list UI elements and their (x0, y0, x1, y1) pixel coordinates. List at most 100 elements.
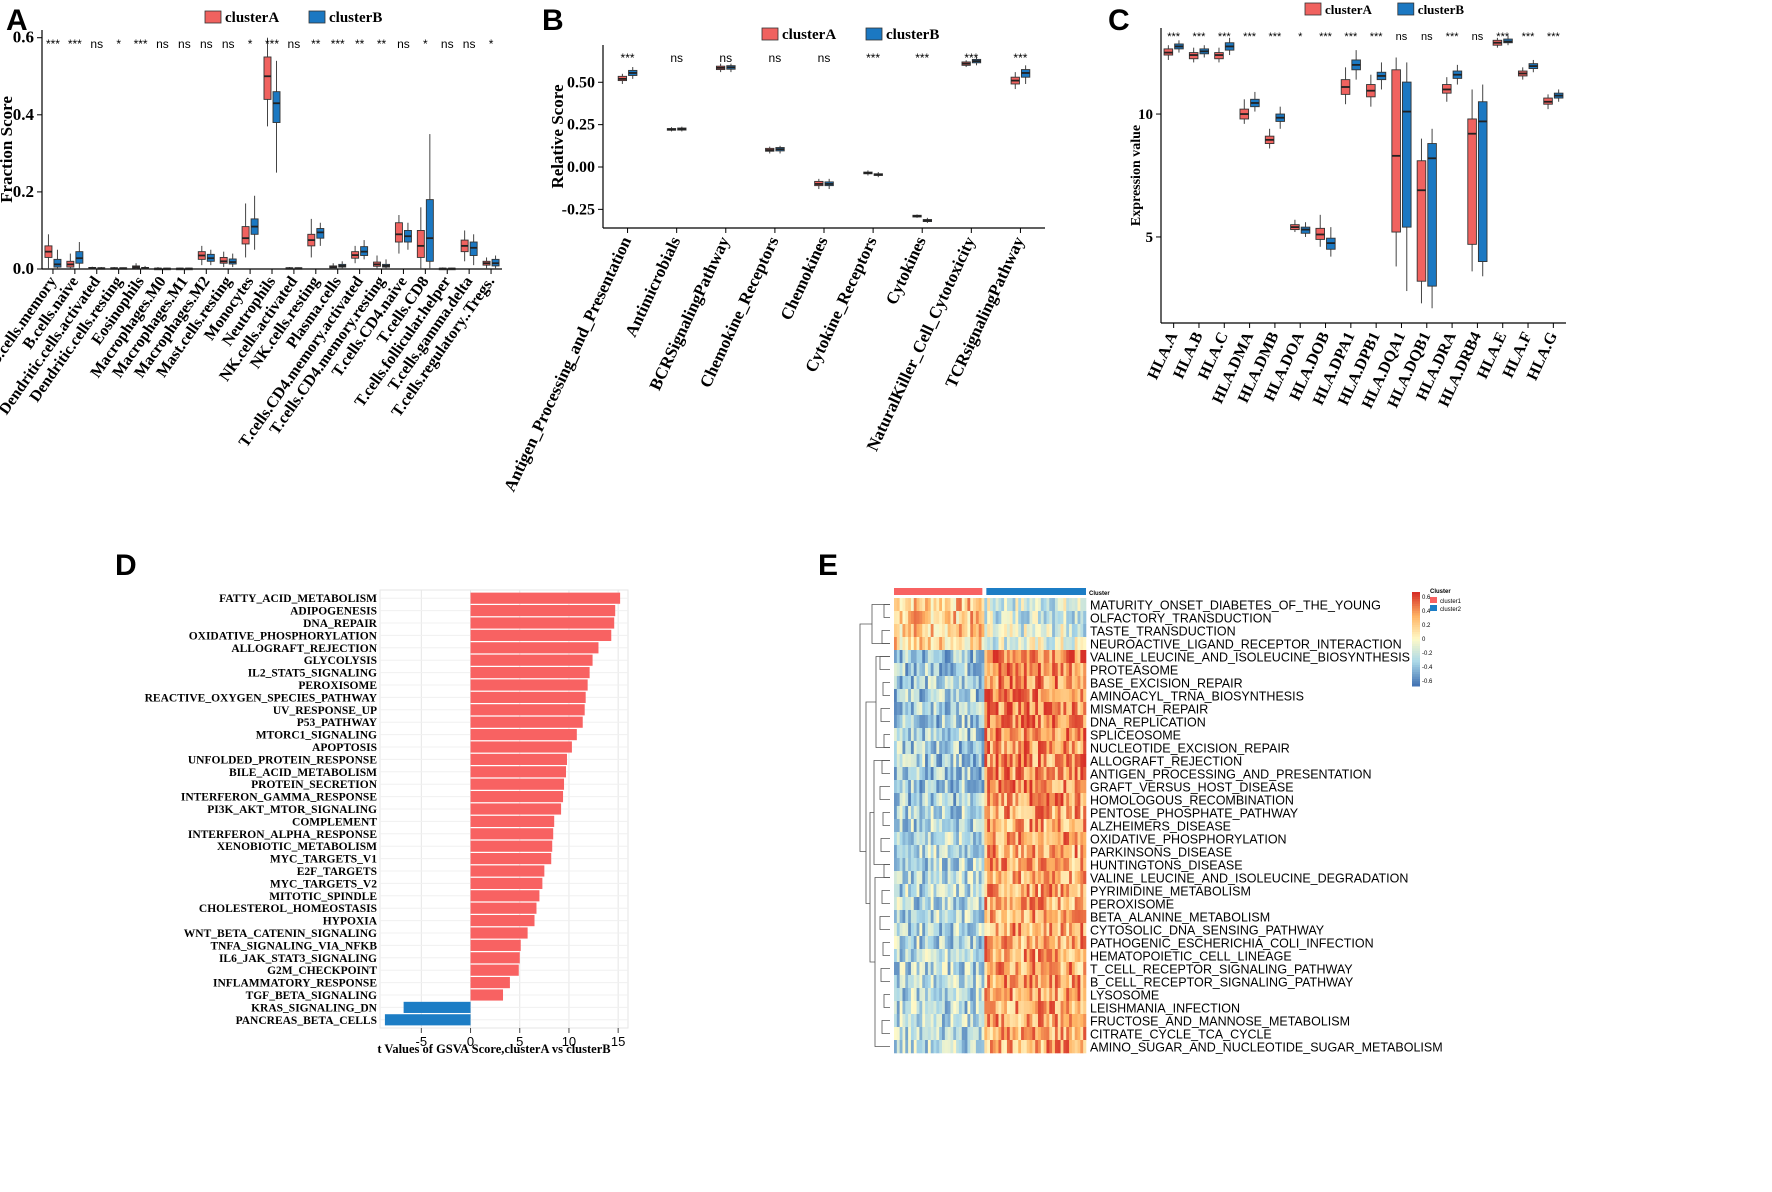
heatmap-cell (927, 988, 931, 1002)
significance-label: *** (1522, 31, 1536, 43)
heatmap-cell (998, 741, 1002, 755)
heatmap-cell (1066, 702, 1070, 716)
heatmap-cell (927, 702, 931, 716)
heatmap-cell (1046, 832, 1050, 846)
heatmap-cell (936, 728, 940, 742)
heatmap-cell (990, 897, 994, 911)
heatmap-cell (1001, 650, 1005, 664)
heatmap-cell (1015, 793, 1019, 807)
heatmap-cell (925, 962, 929, 976)
heatmap-cell (1035, 975, 1039, 989)
heatmap-cell (1029, 858, 1033, 872)
heatmap-cell (1069, 845, 1073, 859)
heatmap-cell (1057, 832, 1061, 846)
heatmap-cell (1015, 962, 1019, 976)
heatmap-cell (1032, 1027, 1036, 1041)
heatmap-cell (1057, 923, 1061, 937)
heatmap-cell (1006, 1040, 1011, 1054)
heatmap-cell (1057, 650, 1061, 664)
heatmap-cell (1032, 936, 1036, 950)
heatmap-cell (1021, 624, 1025, 638)
heatmap-cell (1083, 897, 1087, 911)
heatmap-cell (947, 819, 951, 833)
heatmap-cell (942, 936, 946, 950)
heatmap-cell (1026, 1027, 1030, 1041)
y-tick-label: 0.50 (567, 74, 595, 91)
heatmap-cell (919, 650, 923, 664)
heatmap-cell (995, 832, 999, 846)
heatmap-cell (1038, 819, 1042, 833)
heatmap-cell (930, 806, 934, 820)
heatmap-cell (970, 936, 974, 950)
heatmap-cell (947, 676, 951, 690)
heatmap-cell (936, 624, 940, 638)
heatmap-cell (967, 650, 971, 664)
heatmap-cell (956, 806, 960, 820)
heatmap-cell (1023, 1027, 1027, 1041)
heatmap-cell (902, 741, 906, 755)
heatmap-cell (1057, 988, 1061, 1002)
x-tick-label: 0 (467, 1034, 474, 1049)
heatmap-cell (1021, 988, 1025, 1002)
heatmap-cell (1001, 819, 1005, 833)
heatmap-cell (1018, 793, 1022, 807)
heatmap-cell (970, 728, 974, 742)
y-tick-label: 0.00 (567, 159, 595, 176)
bar-peroxisome (470, 679, 588, 691)
heatmap-cell (905, 1014, 909, 1028)
heatmap-cell (1040, 741, 1044, 755)
heatmap-cell (1083, 949, 1087, 963)
heatmap-cell (1015, 715, 1019, 729)
heatmap-cell (1021, 975, 1025, 989)
heatmap-cell (1006, 949, 1011, 963)
heatmap-cell (1038, 1001, 1042, 1015)
heatmap-cell (984, 806, 988, 820)
heatmap-cell (992, 663, 996, 677)
heatmap-cell (1032, 858, 1036, 872)
heatmap-cell (956, 754, 960, 768)
y-axis-title: Relative Score (548, 84, 567, 188)
heatmap-cell (939, 598, 943, 612)
heatmap-cell (899, 1027, 903, 1041)
heatmap-cell (919, 676, 923, 690)
heatmap-cell (908, 1001, 912, 1015)
dendrogram-link (883, 864, 890, 878)
heatmap-cell (987, 1014, 991, 1028)
heatmap-cell (1032, 1001, 1036, 1015)
heatmap-cell (896, 897, 900, 911)
heatmap-cell (1035, 949, 1039, 963)
heatmap-cell (1060, 936, 1064, 950)
heatmap-cell (1063, 689, 1067, 703)
heatmap-cell (956, 1040, 960, 1054)
heatmap-cell (964, 819, 968, 833)
heatmap-cell (990, 988, 994, 1002)
heatmap-cell (916, 637, 920, 651)
panel-d-barchart: D-5 0 5 10 15FATTY_ACID_METABOLISMADIPOGENES… (115, 549, 629, 1056)
heatmap-cell (1066, 949, 1070, 963)
heatmap-cell (1046, 975, 1050, 989)
heatmap-cell (1049, 715, 1053, 729)
heatmap-cell (1080, 767, 1084, 781)
heatmap-cell (958, 845, 963, 859)
heatmap-cell (1046, 624, 1050, 638)
heatmap-cell (1046, 754, 1050, 768)
y-category-label: DNA_REPAIR (303, 618, 378, 630)
heatmap-cell (956, 650, 960, 664)
heatmap-cell (990, 806, 994, 820)
heatmap-cell (1080, 949, 1084, 963)
heatmap-cell (990, 598, 994, 612)
heatmap-cell (964, 897, 968, 911)
heatmap-cell (908, 598, 912, 612)
heatmap-cell (925, 754, 929, 768)
heatmap-cell (970, 676, 974, 690)
heatmap-cell (978, 819, 982, 833)
heatmap-cell (947, 715, 951, 729)
legend-label: clusterA (782, 27, 836, 43)
heatmap-cell (953, 949, 957, 963)
heatmap-cell (916, 962, 920, 976)
heatmap-cell (916, 728, 920, 742)
heatmap-cell (925, 780, 929, 794)
x-tick-label: -5 (416, 1034, 428, 1049)
heatmap-cell (1043, 1027, 1047, 1041)
